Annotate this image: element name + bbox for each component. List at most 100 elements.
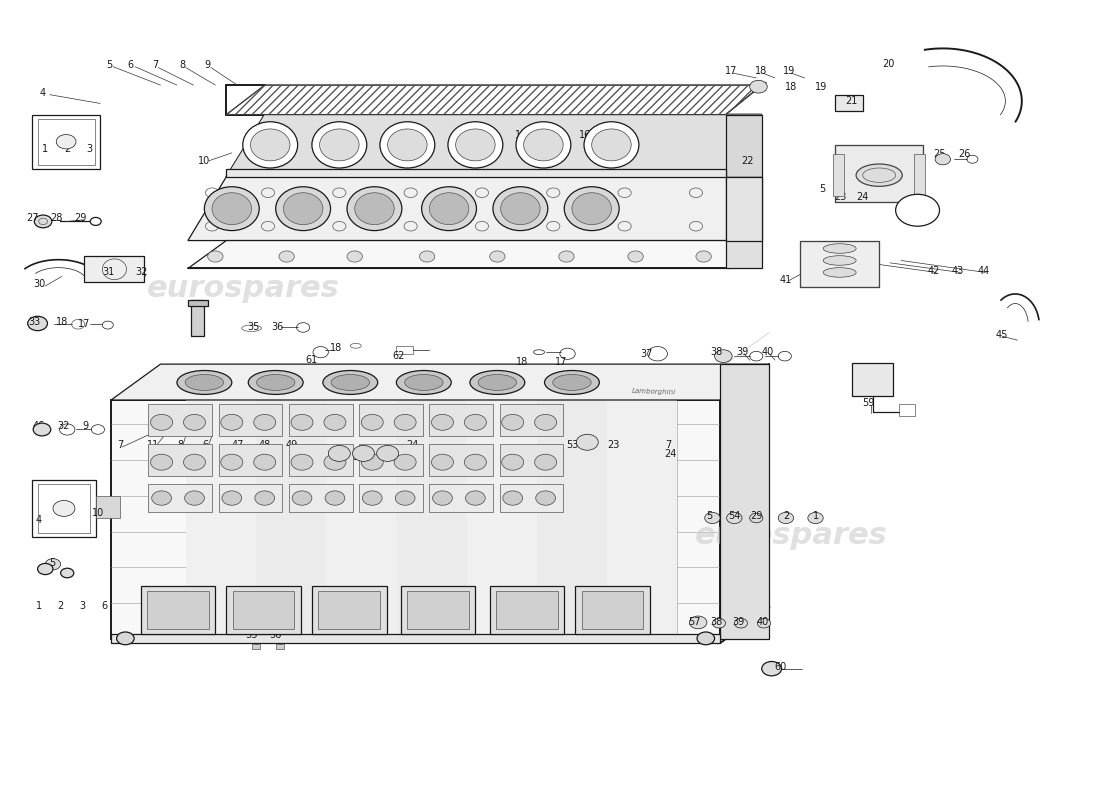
Text: 17: 17 [725, 66, 737, 76]
Circle shape [324, 454, 345, 470]
Circle shape [502, 414, 524, 430]
Text: 49: 49 [286, 441, 298, 450]
Text: 1: 1 [35, 601, 42, 610]
Bar [32, 114, 100, 169]
Ellipse shape [564, 186, 619, 230]
Bar [537, 400, 607, 639]
Text: 11: 11 [264, 130, 276, 139]
Bar [233, 590, 295, 629]
Circle shape [221, 414, 243, 430]
Bar [575, 586, 650, 634]
Text: 24: 24 [664, 450, 676, 459]
Bar [496, 590, 558, 629]
Polygon shape [726, 177, 762, 241]
Ellipse shape [331, 374, 370, 390]
Bar [490, 586, 564, 634]
Ellipse shape [572, 193, 612, 225]
Text: 55: 55 [245, 630, 257, 640]
Ellipse shape [251, 129, 290, 161]
Circle shape [432, 491, 452, 506]
Text: 2: 2 [783, 511, 789, 522]
Ellipse shape [312, 122, 366, 168]
Bar [111, 400, 721, 639]
Polygon shape [726, 177, 762, 269]
Text: 28: 28 [51, 214, 63, 223]
Ellipse shape [212, 193, 252, 225]
Text: 18: 18 [755, 66, 767, 76]
Circle shape [33, 423, 51, 436]
Circle shape [28, 316, 47, 330]
Bar [148, 404, 212, 436]
Polygon shape [720, 364, 769, 639]
Bar [219, 444, 283, 476]
Ellipse shape [448, 122, 503, 168]
Bar [899, 404, 915, 416]
Bar [914, 154, 925, 196]
Bar [37, 118, 95, 165]
Text: 22: 22 [741, 156, 754, 166]
Text: 23: 23 [607, 441, 619, 450]
Bar [327, 400, 396, 639]
Ellipse shape [823, 256, 856, 266]
Ellipse shape [516, 122, 571, 168]
Bar [191, 300, 205, 336]
Circle shape [735, 618, 748, 628]
Polygon shape [726, 114, 762, 177]
Text: 18: 18 [785, 82, 798, 92]
Text: 38: 38 [711, 617, 723, 626]
Bar [186, 400, 256, 639]
Circle shape [184, 414, 206, 430]
Text: 35: 35 [248, 322, 260, 332]
Circle shape [279, 251, 295, 262]
Text: 41: 41 [780, 275, 792, 286]
Polygon shape [188, 241, 762, 269]
Text: 9: 9 [205, 60, 211, 70]
Bar [499, 404, 563, 436]
Ellipse shape [856, 164, 902, 186]
Circle shape [465, 491, 485, 506]
Bar [289, 444, 352, 476]
Bar [227, 586, 301, 634]
Text: 16: 16 [579, 130, 591, 139]
Bar [359, 404, 422, 436]
Ellipse shape [552, 374, 591, 390]
Text: 40: 40 [761, 347, 773, 357]
Ellipse shape [584, 122, 639, 168]
Bar [833, 154, 844, 196]
Text: 44: 44 [977, 266, 990, 276]
Ellipse shape [455, 129, 495, 161]
Bar [499, 444, 563, 476]
Circle shape [705, 513, 720, 523]
Ellipse shape [249, 370, 304, 394]
Ellipse shape [387, 129, 427, 161]
Ellipse shape [544, 370, 600, 394]
Circle shape [324, 414, 345, 430]
Ellipse shape [354, 193, 394, 225]
Circle shape [293, 491, 312, 506]
Circle shape [502, 454, 524, 470]
Text: 32: 32 [135, 267, 149, 278]
Text: 24: 24 [407, 441, 419, 450]
Bar [111, 634, 721, 643]
Bar [37, 484, 90, 533]
Circle shape [727, 513, 742, 523]
Ellipse shape [323, 370, 377, 394]
Bar [148, 484, 212, 512]
Text: 54: 54 [728, 511, 740, 522]
Ellipse shape [823, 268, 856, 278]
Ellipse shape [243, 122, 298, 168]
Text: 15: 15 [515, 130, 528, 139]
Text: 6: 6 [128, 60, 134, 70]
Circle shape [254, 414, 276, 430]
Bar [607, 400, 678, 639]
Text: 25: 25 [933, 150, 946, 159]
Text: 33: 33 [29, 317, 41, 327]
Circle shape [346, 251, 362, 262]
Bar [396, 346, 412, 354]
Ellipse shape [185, 374, 223, 390]
Text: 18: 18 [330, 343, 342, 353]
Polygon shape [835, 145, 923, 202]
Circle shape [326, 491, 344, 506]
Ellipse shape [421, 186, 476, 230]
Text: 29: 29 [750, 511, 762, 522]
